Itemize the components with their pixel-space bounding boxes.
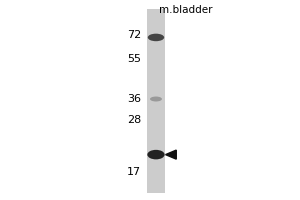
Polygon shape — [166, 150, 176, 159]
Text: m.bladder: m.bladder — [159, 5, 213, 15]
Text: 55: 55 — [127, 54, 141, 64]
Ellipse shape — [150, 97, 162, 101]
Text: 36: 36 — [127, 94, 141, 104]
Text: 72: 72 — [127, 30, 141, 40]
Ellipse shape — [148, 34, 164, 41]
Text: 28: 28 — [127, 115, 141, 125]
Bar — [147, 9, 165, 193]
Text: 17: 17 — [127, 167, 141, 177]
Ellipse shape — [147, 150, 165, 159]
